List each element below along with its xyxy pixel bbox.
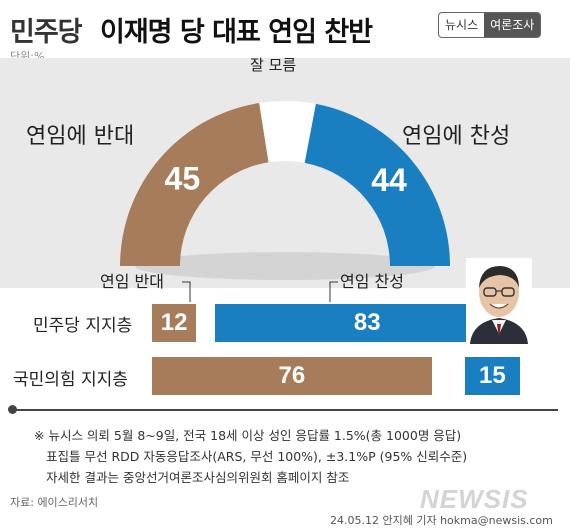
bar-row-ppp-oppose-value: 76 bbox=[278, 362, 306, 389]
bar-row-ppp-unsure bbox=[431, 357, 465, 395]
half-donut-chart: 45 11 44 bbox=[120, 101, 450, 280]
bar-row-democratic-unsure bbox=[196, 304, 215, 342]
brand-part1: 뉴시스 bbox=[445, 18, 479, 32]
donut-value-oppose: 45 bbox=[165, 160, 201, 196]
donut-legend-support: 연임에 찬성 bbox=[402, 124, 511, 149]
politician-portrait bbox=[466, 258, 532, 344]
bar-row-label-ppp: 국민의힘 지지층 bbox=[13, 370, 128, 390]
bar-legend-leaders bbox=[182, 281, 338, 302]
donut-legend-oppose: 연임에 반대 bbox=[26, 124, 135, 149]
title-prefix: 민주당 bbox=[10, 17, 83, 48]
stacked-bar-chart: 12 83 76 15 bbox=[152, 304, 520, 395]
donut-legend-unsure: 잘 모름 bbox=[250, 56, 297, 74]
source-label: 자료: 에이스리서치 bbox=[10, 496, 99, 509]
donut-shadow bbox=[135, 252, 435, 280]
credit-line: 24.05.12 안지혜 기자 hokma@newsis.com bbox=[330, 514, 553, 527]
bar-legend-support: 연임 찬성 bbox=[340, 272, 404, 291]
donut-segment-support bbox=[304, 103, 450, 266]
bar-row-label-democratic: 민주당 지지층 bbox=[33, 316, 133, 336]
brand-badge: 뉴시스 여론조사 bbox=[438, 12, 542, 38]
page-title: 이재명 당 대표 연임 찬반 bbox=[100, 17, 373, 48]
footnote-1: ※ 뉴시스 의뢰 5월 8~9일, 전국 18세 이상 성인 응답률 1.5%(… bbox=[34, 428, 462, 443]
bar-row-ppp-oppose: 76 bbox=[152, 357, 432, 395]
bar-legend-oppose: 연임 반대 bbox=[100, 272, 164, 291]
footnote-3: 자세한 결과는 중앙선거여론조사심의위원회 홈페이지 참조 bbox=[46, 470, 350, 485]
bar-row-ppp-support: 15 bbox=[464, 357, 520, 395]
watermark-logo: NEWSIS bbox=[420, 484, 529, 514]
footer-divider bbox=[12, 409, 558, 411]
donut-value-support: 44 bbox=[371, 162, 407, 198]
brand-part2: 여론조사 bbox=[484, 13, 541, 37]
footnote-2: 표집틀 무선 RDD 자동응답조사(ARS, 무선 100%), ±3.1%P … bbox=[46, 449, 468, 464]
bar-row-democratic-oppose-value: 12 bbox=[160, 309, 188, 336]
donut-value-unsure: 11 bbox=[270, 113, 304, 149]
bar-row-democratic-support-value: 83 bbox=[353, 309, 381, 336]
donut-segment-oppose bbox=[120, 103, 269, 266]
donut-segment-unsure bbox=[259, 101, 316, 163]
bar-row-ppp-support-value: 15 bbox=[479, 362, 506, 389]
chart-panel bbox=[0, 58, 570, 288]
bar-row-democratic-oppose: 12 bbox=[152, 304, 197, 342]
